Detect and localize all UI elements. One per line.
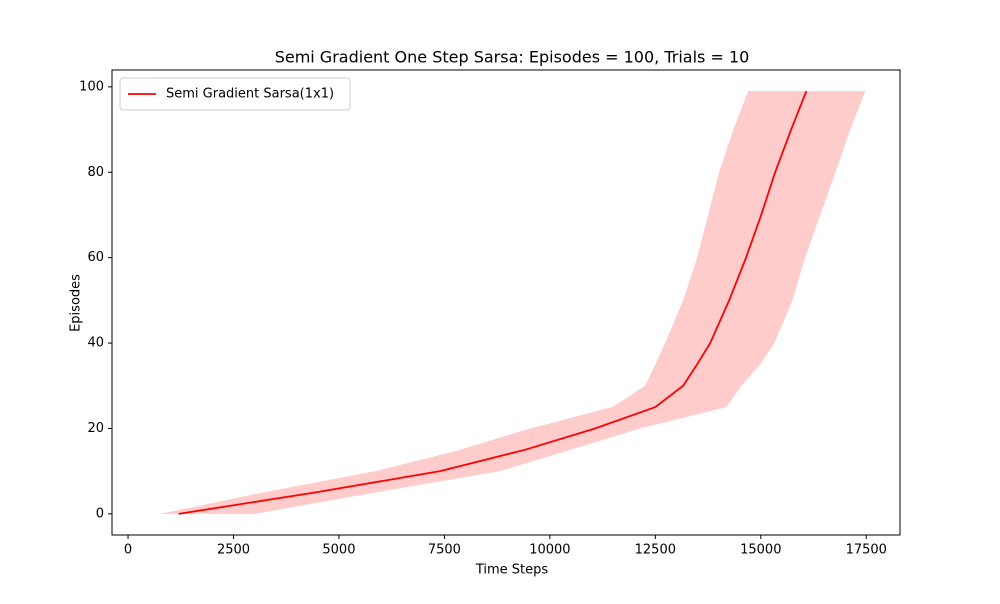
x-axis-label: Time Steps	[475, 563, 549, 578]
y-tick-label: 100	[79, 79, 104, 94]
y-tick-label: 0	[96, 506, 104, 521]
chart-title: Semi Gradient One Step Sarsa: Episodes =…	[275, 48, 750, 67]
legend-label: Semi Gradient Sarsa(1x1)	[166, 87, 334, 102]
y-axis-label: Episodes	[69, 274, 84, 332]
x-tick-label: 7500	[428, 543, 461, 558]
x-tick-label: 5000	[322, 543, 355, 558]
x-tick-label: 2500	[217, 543, 250, 558]
plot-area	[160, 90, 866, 515]
x-tick-label: 10000	[529, 543, 570, 558]
y-tick-label: 80	[87, 165, 104, 180]
line	[178, 90, 808, 515]
y-tick-label: 60	[87, 250, 104, 265]
y-tick-label: 20	[87, 421, 104, 436]
x-tick-label: 15000	[740, 543, 781, 558]
x-tick-label: 17500	[846, 543, 887, 558]
x-tick-label: 12500	[635, 543, 676, 558]
y-tick-label: 40	[87, 336, 104, 351]
confidence-band	[160, 91, 866, 514]
x-tick-label: 0	[124, 543, 132, 558]
axes-frame	[111, 69, 901, 536]
legend-box	[119, 77, 351, 111]
